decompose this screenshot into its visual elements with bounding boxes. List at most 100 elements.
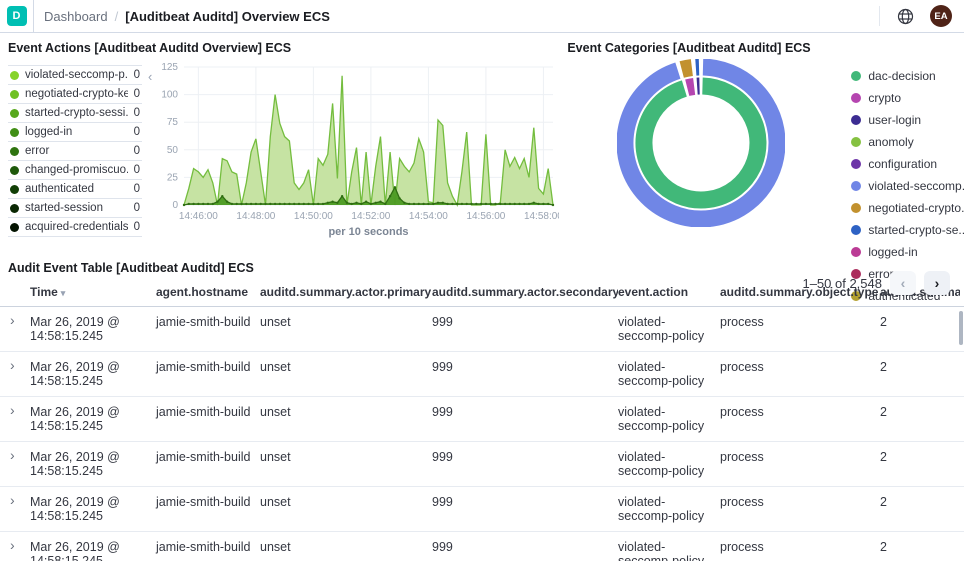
column-header[interactable]: Time ▾ xyxy=(30,285,66,299)
svg-text:0: 0 xyxy=(173,200,179,211)
cell-object-type: process xyxy=(720,495,764,509)
legend-label: error xyxy=(868,267,894,281)
legend-item[interactable]: anomoly xyxy=(851,131,964,153)
legend-label: dac-decision xyxy=(868,69,936,83)
row-expand-icon[interactable]: › xyxy=(10,357,15,373)
legend-item[interactable]: logged-in xyxy=(851,241,964,263)
legend-item[interactable]: logged-in 0 xyxy=(8,123,142,142)
table-scrollbar[interactable] xyxy=(959,311,963,345)
legend-color-dot xyxy=(851,225,862,235)
legend-label: logged-in xyxy=(25,126,73,138)
legend-color-dot xyxy=(851,247,862,257)
svg-text:75: 75 xyxy=(167,117,179,128)
sort-descending-icon[interactable]: ▾ xyxy=(60,288,66,298)
page-title: [Auditbeat Auditd] Overview ECS xyxy=(125,8,330,24)
legend-color-dot xyxy=(10,146,19,156)
column-header[interactable]: agent.hostname xyxy=(156,285,249,299)
legend-color-dot xyxy=(851,181,862,191)
svg-text:14:48:00: 14:48:00 xyxy=(237,211,276,222)
legend-label: started-session xyxy=(25,202,103,214)
legend-label: violated-seccomp... xyxy=(868,179,964,193)
legend-item[interactable]: started-session 0 xyxy=(8,199,142,218)
legend-label: configuration xyxy=(868,157,938,171)
column-header[interactable]: auditd.summary.actor.primary xyxy=(260,285,432,299)
event-actions-panel: Event Actions [Auditbeat Auditd Overview… xyxy=(0,33,559,249)
legend-item[interactable]: user-login xyxy=(851,109,964,131)
row-expand-icon[interactable]: › xyxy=(10,537,15,553)
cell-time: Mar 26, 2019 @ 14:58:15.245 xyxy=(30,405,120,433)
app-logo-wrap: D xyxy=(0,0,34,32)
donut-slice[interactable] xyxy=(617,59,786,227)
legend-item[interactable]: started-crypto-sessi... 0 xyxy=(8,104,142,123)
legend-item[interactable]: dac-decision xyxy=(851,65,964,87)
row-expand-icon[interactable]: › xyxy=(10,402,15,418)
svg-text:14:56:00: 14:56:00 xyxy=(467,211,506,222)
cell-hostname: jamie-smith-build xyxy=(156,315,251,329)
pagination: 1–50 of 2,548 ‹ › xyxy=(802,271,950,295)
donut-slice[interactable] xyxy=(679,59,694,78)
legend-item[interactable]: changed-promiscuo... 0 xyxy=(8,161,142,180)
legend-label: authenticated xyxy=(868,289,941,303)
svg-text:14:52:00: 14:52:00 xyxy=(352,211,391,222)
svg-text:14:50:00: 14:50:00 xyxy=(294,211,333,222)
cell-actor-primary: unset xyxy=(260,495,291,509)
cell-event-action: violated-seccomp-policy xyxy=(618,495,705,523)
svg-text:100: 100 xyxy=(162,90,179,101)
legend-color-dot xyxy=(10,89,19,99)
legend-item[interactable]: error 0 xyxy=(8,142,142,161)
row-expand-icon[interactable]: › xyxy=(10,312,15,328)
legend-item[interactable]: negotiated-crypto-key 0 xyxy=(8,85,142,104)
table-row: › Mar 26, 2019 @ 14:58:15.245 jamie-smith-… xyxy=(0,532,964,561)
chevron-left-icon[interactable]: ‹ xyxy=(148,69,153,84)
event-actions-title: Event Actions [Auditbeat Auditd Overview… xyxy=(8,41,292,55)
table-row: › Mar 26, 2019 @ 14:58:15.245 jamie-smith-… xyxy=(0,397,964,442)
row-expand-icon[interactable]: › xyxy=(10,492,15,508)
table-row: › Mar 26, 2019 @ 14:58:15.245 jamie-smith-… xyxy=(0,487,964,532)
column-header[interactable]: event.action xyxy=(618,285,689,299)
legend-color-dot xyxy=(10,165,19,175)
donut-slice[interactable] xyxy=(685,77,696,96)
pagination-range: 1–50 of 2,548 xyxy=(802,275,882,291)
svg-text:125: 125 xyxy=(162,62,179,73)
pagination-next-button[interactable]: › xyxy=(924,271,950,295)
cell-event-action: violated-seccomp-policy xyxy=(618,315,705,343)
legend-color-dot xyxy=(10,203,19,213)
legend-item[interactable]: authenticated xyxy=(851,285,964,307)
breadcrumb-dashboard[interactable]: Dashboard xyxy=(44,8,108,24)
user-avatar[interactable]: EA xyxy=(930,5,952,27)
app-logo[interactable]: D xyxy=(6,6,27,26)
legend-item[interactable]: authenticated 0 xyxy=(8,180,142,199)
donut-slice[interactable] xyxy=(635,77,767,209)
svg-text:14:58:00: 14:58:00 xyxy=(524,211,559,222)
legend-item[interactable]: configuration xyxy=(851,153,964,175)
globe-icon[interactable] xyxy=(894,5,916,27)
cell-actor-secondary: 999 xyxy=(432,360,453,374)
legend-item[interactable]: acquired-credentials 0 xyxy=(8,218,142,237)
legend-item[interactable]: negotiated-crypto... xyxy=(851,197,964,219)
legend-value: 0 xyxy=(133,69,140,81)
cell-actor-primary: unset xyxy=(260,540,291,554)
legend-item[interactable]: violated-seccomp... xyxy=(851,175,964,197)
cell-summary: 2 xyxy=(880,450,887,464)
pagination-prev-button[interactable]: ‹ xyxy=(890,271,916,295)
legend-label: started-crypto-se... xyxy=(868,223,964,237)
row-expand-icon[interactable]: › xyxy=(10,447,15,463)
breadcrumb: Dashboard / [Auditbeat Auditd] Overview … xyxy=(44,9,330,24)
legend-label: negotiated-crypto-key xyxy=(25,88,128,100)
legend-item[interactable]: started-crypto-se... xyxy=(851,219,964,241)
legend-label: error xyxy=(25,145,50,157)
legend-color-dot xyxy=(851,291,862,301)
event-categories-title: Event Categories [Auditbeat Auditd] ECS xyxy=(567,41,811,55)
legend-item[interactable]: violated-seccomp-p... 0 xyxy=(8,65,142,85)
event-categories-donut-chart[interactable] xyxy=(617,59,786,227)
cell-actor-secondary: 999 xyxy=(432,450,453,464)
column-header[interactable]: auditd.summary.object.type xyxy=(720,285,879,299)
legend-item[interactable]: error xyxy=(851,263,964,285)
event-actions-area-chart[interactable]: 0 25 50 75 100 125 14:46:00 14:48:00 14:50:00 14:… xyxy=(154,59,560,241)
cell-hostname: jamie-smith-build xyxy=(156,450,251,464)
legend-color-dot xyxy=(851,71,862,81)
legend-item[interactable]: crypto xyxy=(851,87,964,109)
column-header[interactable]: auditd.summary.actor.secondary xyxy=(432,285,618,299)
legend-color-dot xyxy=(10,108,19,118)
legend-label: acquired-credentials xyxy=(25,221,128,233)
